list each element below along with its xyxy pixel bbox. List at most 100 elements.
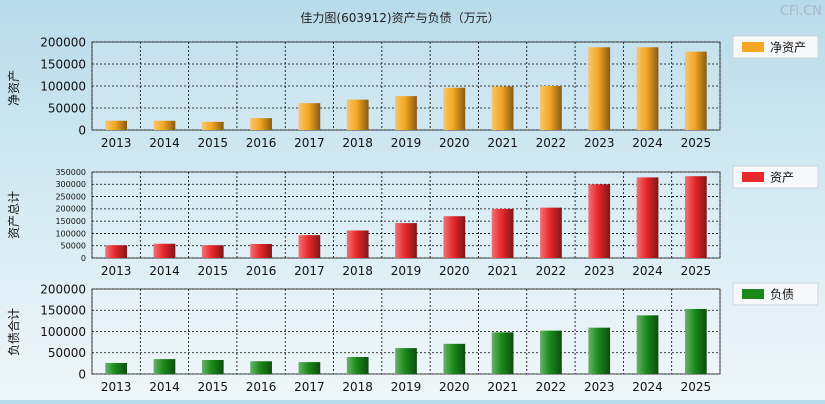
legend-swatch (742, 172, 764, 182)
bar-2013 (105, 120, 128, 130)
x-tick-label: 2020 (439, 136, 470, 150)
bar-2016 (250, 361, 272, 374)
bar-2017 (298, 103, 321, 130)
x-tick-label: 2017 (294, 380, 325, 394)
y-tick-label: 50000 (48, 346, 86, 360)
bar-2025 (684, 176, 707, 258)
x-tick-label: 2022 (536, 136, 567, 150)
bar-2018 (346, 99, 369, 130)
x-tick-label: 2021 (487, 264, 518, 278)
y-axis-label: 净资产 (7, 70, 21, 106)
x-tick-label: 2013 (101, 136, 132, 150)
x-tick-label: 2019 (391, 264, 422, 278)
y-tick-label: 200000 (55, 205, 86, 214)
y-tick-label: 200000 (40, 282, 86, 296)
x-tick-label: 2023 (584, 264, 615, 278)
bar-2022 (540, 207, 562, 258)
x-tick-label: 2022 (536, 264, 567, 278)
x-tick-label: 2023 (584, 380, 615, 394)
watermark: CFi.CN (780, 4, 822, 19)
bar-2019 (395, 223, 417, 258)
y-tick-label: 0 (81, 254, 86, 263)
y-tick-label: 200000 (40, 35, 86, 49)
x-tick-label: 2017 (294, 264, 325, 278)
bar-2019 (395, 348, 417, 374)
legend-label: 资产 (770, 171, 794, 185)
x-tick-label: 2016 (246, 136, 277, 150)
x-tick-label: 2024 (632, 380, 663, 394)
bar-2015 (201, 121, 224, 130)
bar-2020 (443, 87, 466, 130)
bar-2016 (250, 243, 272, 258)
bar-2015 (201, 245, 224, 258)
bar-2024 (636, 177, 659, 258)
x-tick-label: 2014 (149, 264, 180, 278)
y-axis-label: 资产总计 (7, 191, 21, 239)
bar-2021 (491, 86, 514, 130)
x-tick-label: 2013 (101, 380, 132, 394)
panel-3: 0 50000 100000 150000 200000 2013 2014 2015 2016… (6, 282, 819, 394)
bar-2018 (346, 230, 369, 258)
bar-2013 (105, 245, 128, 258)
bar-2022 (540, 86, 562, 130)
bar-2014 (153, 243, 176, 258)
x-tick-label: 2018 (342, 136, 373, 150)
legend-box (732, 282, 819, 306)
bar-2019 (395, 96, 417, 130)
bar-2014 (153, 359, 176, 374)
y-tick-label: 100000 (55, 229, 86, 238)
bar-2024 (636, 47, 659, 130)
y-tick-label: 150000 (40, 57, 86, 71)
x-tick-label: 2015 (197, 136, 228, 150)
bar-2023 (588, 184, 611, 258)
bar-2018 (346, 357, 369, 374)
x-tick-label: 2015 (197, 264, 228, 278)
x-tick-label: 2014 (149, 136, 180, 150)
bar-2015 (201, 359, 224, 374)
y-tick-label: 100000 (40, 325, 86, 339)
x-tick-label: 2019 (391, 380, 422, 394)
x-tick-label: 2013 (101, 264, 132, 278)
x-tick-label: 2019 (391, 136, 422, 150)
legend: 资产 (732, 165, 819, 189)
bar-2021 (491, 208, 514, 258)
x-tick-label: 2024 (632, 136, 663, 150)
bar-2025 (684, 308, 707, 374)
x-tick-label: 2021 (487, 136, 518, 150)
x-tick-label: 2025 (681, 136, 712, 150)
y-tick-label: 100000 (40, 79, 86, 93)
x-tick-label: 2024 (632, 264, 663, 278)
y-tick-label: 150000 (55, 217, 86, 226)
legend: 净资产 (732, 35, 819, 59)
bar-2023 (588, 47, 611, 130)
legend: 负债 (732, 282, 819, 306)
bar-2014 (153, 120, 176, 130)
bar-2016 (250, 118, 272, 130)
panel-2: 0 50000 100000 150000 200000 250000 300000 3500… (7, 165, 819, 278)
bar-2017 (298, 235, 321, 258)
bar-2025 (684, 51, 707, 130)
legend-box (732, 35, 819, 59)
x-tick-label: 2025 (681, 264, 712, 278)
bar-2021 (491, 332, 514, 374)
x-tick-label: 2014 (149, 380, 180, 394)
x-tick-label: 2021 (487, 380, 518, 394)
y-tick-label: 50000 (61, 242, 86, 251)
legend-box (732, 165, 819, 189)
x-tick-label: 2017 (294, 136, 325, 150)
bar-2022 (540, 330, 562, 374)
x-tick-label: 2016 (246, 264, 277, 278)
x-tick-label: 2018 (342, 380, 373, 394)
bar-2024 (636, 315, 659, 374)
bar-2020 (443, 343, 466, 374)
y-tick-label: 350000 (55, 168, 86, 177)
legend-label: 负债 (770, 288, 794, 302)
x-tick-label: 2020 (439, 264, 470, 278)
bar-2020 (443, 216, 466, 258)
x-tick-label: 2016 (246, 380, 277, 394)
y-tick-label: 250000 (55, 192, 86, 201)
legend-swatch (742, 42, 764, 52)
y-axis-label: 负债合计 (6, 308, 21, 356)
